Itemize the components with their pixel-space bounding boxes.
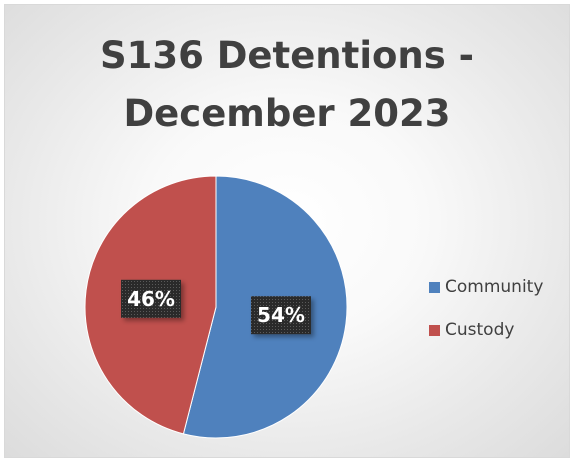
chart-title-line-2: December 2023 [123, 92, 451, 135]
data-label-box-community [250, 296, 311, 335]
legend-item-custody: Custody [429, 319, 543, 341]
data-label-box-custody [121, 279, 182, 318]
data-label-community: 54% [250, 296, 311, 335]
legend-swatch-community [429, 281, 440, 293]
data-label-custody: 46% [121, 279, 182, 318]
legend-item-community: Community [429, 276, 543, 298]
chart-title: S136 Detentions - December 2023 [5, 27, 569, 143]
legend-swatch-custody [429, 324, 440, 336]
chart-title-line-1: S136 Detentions - [99, 34, 475, 77]
data-label-text-custody: 46% [127, 287, 175, 311]
pie-chart: 54% 46% [84, 175, 348, 439]
legend-label-community: Community [445, 277, 544, 297]
legend-label-custody: Custody [445, 320, 515, 340]
chart-legend: Community Custody [429, 276, 543, 362]
chart-area: S136 Detentions - December 2023 54% 46% C… [4, 4, 570, 458]
data-label-text-community: 54% [257, 303, 305, 327]
